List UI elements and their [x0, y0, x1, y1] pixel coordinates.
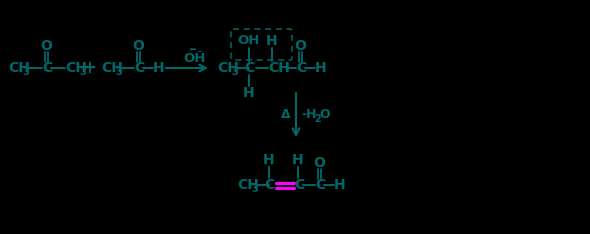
Text: -H: -H: [301, 109, 316, 121]
Text: +: +: [82, 59, 96, 77]
Text: C: C: [294, 178, 304, 192]
Text: H: H: [243, 86, 255, 100]
Text: H: H: [153, 61, 165, 75]
Text: 3: 3: [231, 67, 238, 77]
Text: CH: CH: [65, 61, 87, 75]
Text: 2: 2: [314, 114, 321, 124]
Text: C: C: [244, 61, 254, 75]
Text: O: O: [319, 109, 330, 121]
Text: 3: 3: [115, 67, 122, 77]
Text: ⁻: ⁻: [196, 49, 202, 59]
Text: Δ: Δ: [281, 109, 291, 121]
Text: O: O: [294, 39, 306, 53]
Text: H: H: [263, 153, 275, 167]
Text: C: C: [264, 178, 274, 192]
Text: CH: CH: [237, 178, 259, 192]
Text: 3: 3: [22, 67, 29, 77]
Text: 3: 3: [79, 67, 86, 77]
Text: O: O: [313, 156, 325, 170]
Text: C: C: [296, 61, 306, 75]
Text: O: O: [40, 39, 52, 53]
Text: OH: OH: [183, 51, 205, 65]
Text: CH: CH: [101, 61, 123, 75]
Text: CH: CH: [8, 61, 30, 75]
Text: C: C: [134, 61, 144, 75]
Text: O: O: [132, 39, 144, 53]
Text: H: H: [266, 34, 278, 48]
Text: C: C: [315, 178, 325, 192]
Text: C: C: [42, 61, 53, 75]
Text: CH: CH: [268, 61, 290, 75]
Text: CH: CH: [217, 61, 239, 75]
Text: H: H: [315, 61, 327, 75]
Text: H: H: [292, 153, 304, 167]
Text: 3: 3: [251, 184, 258, 194]
Text: OH: OH: [238, 34, 260, 48]
Text: H: H: [334, 178, 346, 192]
